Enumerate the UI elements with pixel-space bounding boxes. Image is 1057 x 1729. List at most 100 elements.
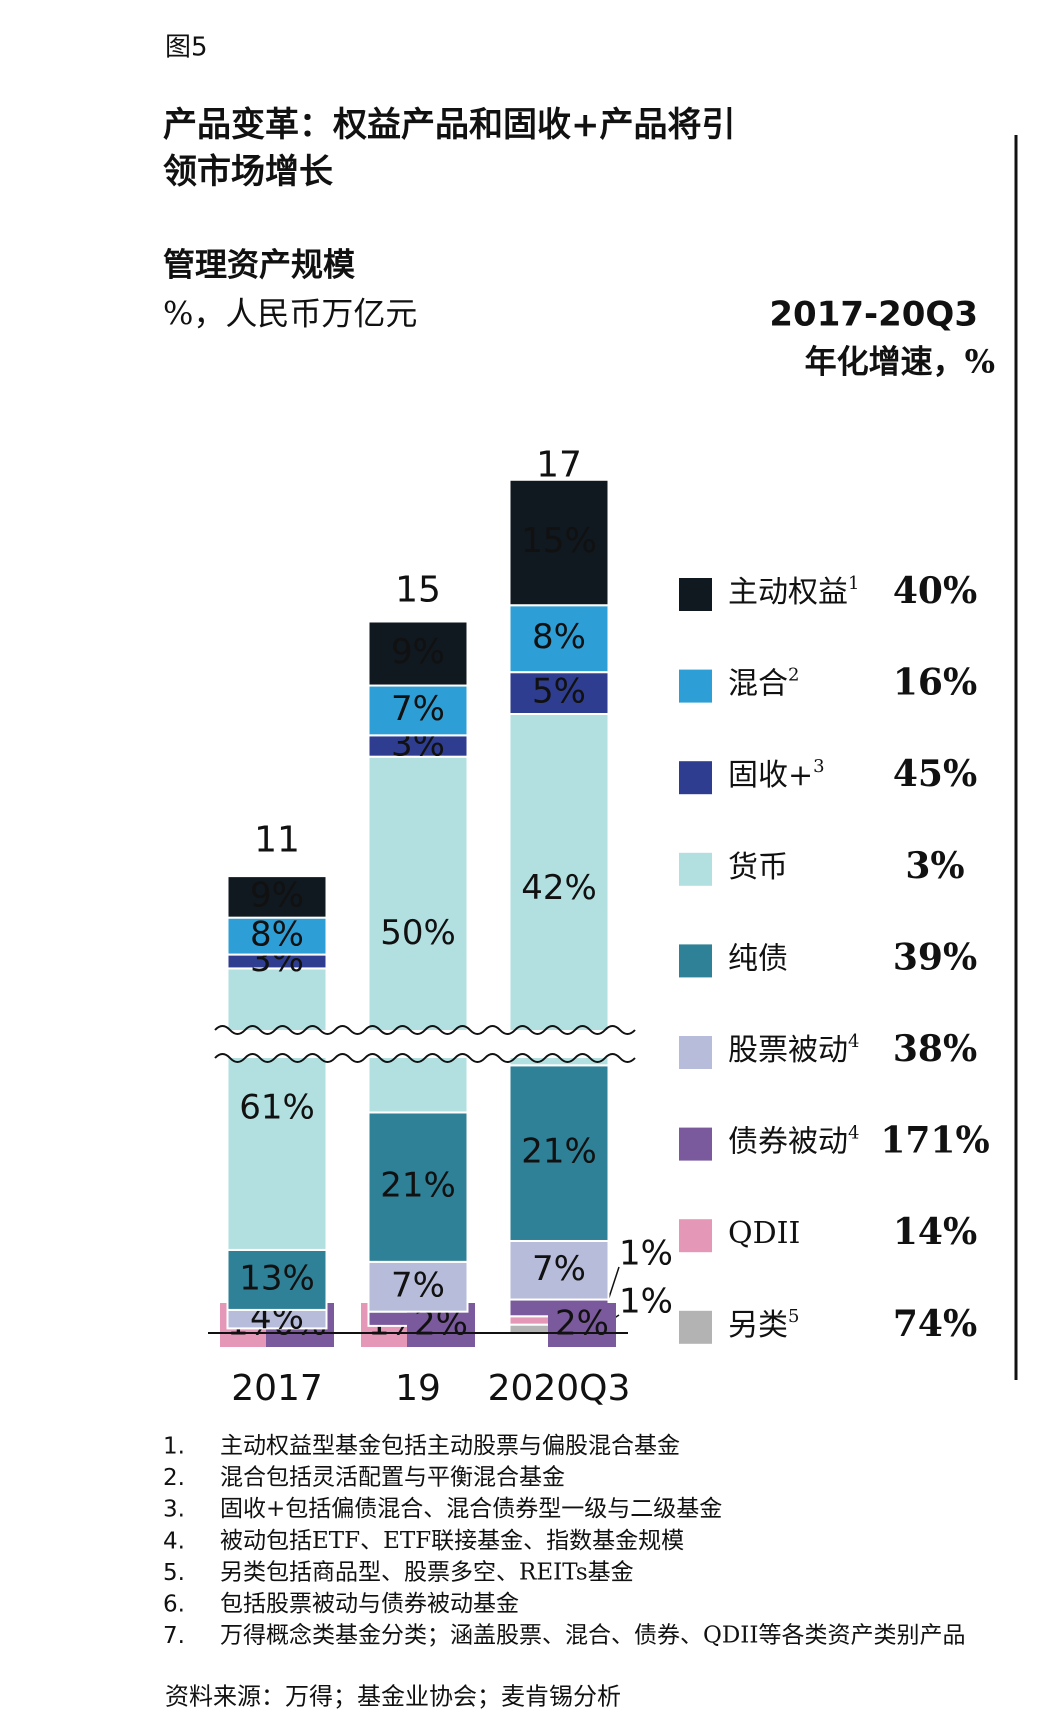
legend-label: 股票被动4 [728, 1031, 859, 1068]
growth-label: 16% [893, 662, 977, 704]
growth-title: 2017-20Q3 [769, 295, 978, 335]
figure-label: 图5 [165, 33, 208, 63]
bar-segment [508, 604, 610, 674]
value-label: 13% [239, 1258, 315, 1298]
growth-label: 39% [893, 936, 977, 978]
note-number: 3. [163, 1497, 185, 1523]
value-label: 8% [250, 915, 304, 955]
value-label: 1% [619, 1234, 673, 1274]
legend-swatch [679, 669, 712, 703]
legend-label: 主动权益1 [728, 573, 859, 610]
value-label: 15% [521, 521, 597, 561]
value-label: 7% [391, 689, 445, 729]
legend-name: 主动权益 [728, 575, 848, 610]
legend-label: 固收+3 [728, 756, 825, 793]
growth-label: 45% [893, 753, 977, 795]
note-text: 固收+包括偏债混合、混合债券型一级与二级基金 [220, 1496, 722, 1522]
value-label: 8% [532, 617, 586, 657]
growth-title: 年化增速，% [805, 343, 995, 381]
bar-segment [367, 620, 469, 687]
legend-swatch [679, 852, 712, 886]
value-label: 21% [521, 1132, 597, 1172]
legend-name: 固收+ [728, 758, 813, 793]
note-number: 6. [163, 1592, 185, 1618]
unit-label: %，人民币万亿元 [163, 295, 417, 333]
legend-label: 另类5 [728, 1306, 799, 1343]
legend-label: 货币 [728, 850, 788, 885]
legend-swatch [679, 1219, 712, 1253]
bar-segment [508, 478, 610, 607]
legend-note: 4 [848, 1031, 859, 1052]
label-box [548, 1303, 616, 1347]
value-label: 2% [555, 1304, 609, 1344]
note-number: 4. [163, 1528, 185, 1554]
legend-name: 纯债 [728, 941, 788, 976]
note-text: 万得概念类基金分类；涵盖股票、混合、债券、QDII等各类资产类别产品 [220, 1623, 965, 1649]
legend-name: 混合 [728, 667, 788, 702]
x-tick-label: 2017 [231, 1368, 323, 1409]
legend-label: QDII [728, 1216, 800, 1251]
value-label: 50% [380, 913, 456, 953]
legend-swatch [679, 944, 712, 978]
bar-segment [508, 1239, 610, 1301]
value-label: 5% [532, 672, 586, 712]
note-number: 7. [163, 1623, 185, 1649]
legend-swatch [679, 761, 712, 795]
x-tick-label: 2020Q3 [488, 1368, 631, 1409]
note-text: 包括股票被动与债券被动基金 [220, 1591, 519, 1617]
legend-note: 4 [848, 1123, 859, 1144]
bar-segment [226, 875, 328, 919]
growth-label: 74% [893, 1303, 977, 1345]
legend-swatch [679, 1310, 712, 1344]
bar-segment [508, 671, 610, 715]
bar-segment [508, 712, 610, 1067]
legend-label: 混合2 [728, 665, 799, 702]
note-text: 混合包括灵活配置与平衡混合基金 [220, 1465, 565, 1491]
legend-note: 1 [848, 573, 859, 594]
growth-label: 171% [880, 1120, 989, 1162]
value-label: 42% [521, 868, 597, 908]
total-label: 15 [395, 570, 441, 611]
axis-break [214, 1053, 636, 1063]
legend-swatch [679, 1036, 712, 1069]
legend-name: QDII [728, 1216, 800, 1251]
legend-name: 货币 [728, 850, 788, 885]
value-label: 9% [391, 632, 445, 672]
growth-label: 14% [893, 1211, 977, 1253]
legend-note: 2 [788, 665, 799, 686]
value-label: 61% [239, 1088, 315, 1128]
legend-note: 5 [788, 1306, 799, 1327]
title-line: 领市场增长 [163, 152, 333, 192]
note-text: 主动权益型基金包括主动股票与偏股混合基金 [220, 1433, 680, 1459]
growth-label: 40% [893, 570, 977, 612]
note-text: 被动包括ETF、ETF联接基金、指数基金规模 [220, 1528, 684, 1554]
legend-label: 债券被动4 [728, 1123, 859, 1160]
note-number: 5. [163, 1560, 185, 1586]
note-text: 另类包括商品型、股票多空、REITs基金 [220, 1559, 634, 1585]
legend-name: 另类 [728, 1308, 788, 1343]
bar-segment [226, 916, 328, 956]
value-label: 7% [532, 1249, 586, 1289]
legend-swatch [679, 1127, 712, 1161]
subtitle: 管理资产规模 [163, 246, 355, 284]
source: 资料来源：万得；基金业协会；麦肯锡分析 [165, 1683, 621, 1711]
total-label: 11 [254, 820, 300, 861]
legend-label: 纯债 [728, 941, 788, 976]
bar-segment [367, 1260, 469, 1313]
growth-label: 38% [893, 1028, 977, 1070]
note-number: 2. [163, 1465, 185, 1491]
x-tick-label: 19 [395, 1368, 441, 1409]
legend-swatch [679, 578, 712, 611]
value-label: 9% [250, 875, 304, 915]
note-number: 1. [163, 1434, 185, 1460]
legend-note: 3 [813, 756, 824, 777]
title-line: 产品变革：权益产品和固收+产品将引 [163, 105, 736, 145]
growth-label: 3% [905, 845, 964, 887]
total-label: 17 [536, 445, 582, 486]
value-label: 1% [619, 1282, 673, 1322]
axis-break [214, 1025, 636, 1035]
legend-name: 债券被动 [728, 1125, 848, 1160]
value-label: 7% [391, 1265, 445, 1305]
